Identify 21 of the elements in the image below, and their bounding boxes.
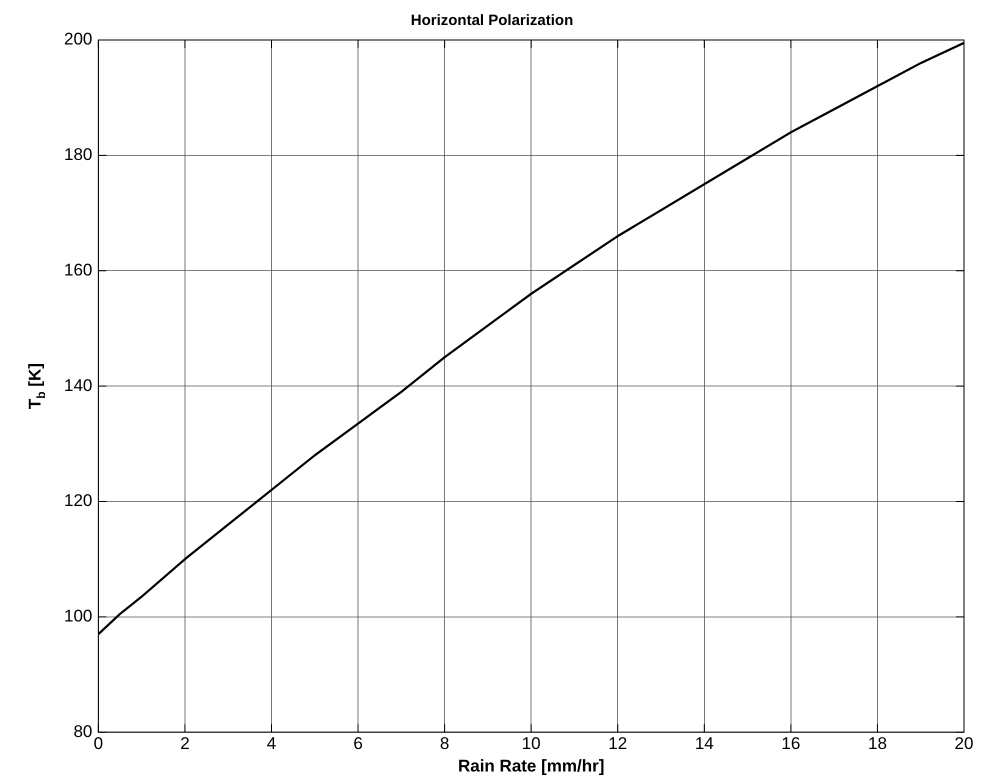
x-tick-label: 18 <box>868 734 887 754</box>
x-tick-label: 16 <box>781 734 800 754</box>
x-tick-label: 8 <box>440 734 450 754</box>
x-tick-label: 10 <box>522 734 541 754</box>
x-tick-label: 4 <box>266 734 276 754</box>
chart-title: Horizontal Polarization <box>410 12 574 30</box>
y-tick-label: 140 <box>64 376 92 395</box>
x-tick-label: 14 <box>694 734 714 754</box>
y-tick-label: 180 <box>64 145 92 164</box>
x-tick-label: 12 <box>608 734 628 754</box>
x-tick-label: 2 <box>180 734 190 754</box>
y-tick-label: 120 <box>64 491 92 510</box>
x-tick-label: 0 <box>94 734 104 754</box>
y-axis-title: Tb [K] <box>26 363 48 410</box>
y-tick-label: 200 <box>64 30 92 49</box>
y-tick-label: 160 <box>64 260 92 280</box>
y-tick-label: 80 <box>73 722 92 741</box>
x-axis-title: Rain Rate [mm/hr] <box>458 756 604 776</box>
y-tick-label: 100 <box>64 606 92 626</box>
x-tick-label: 6 <box>353 734 363 754</box>
x-tick-label: 20 <box>954 734 974 754</box>
